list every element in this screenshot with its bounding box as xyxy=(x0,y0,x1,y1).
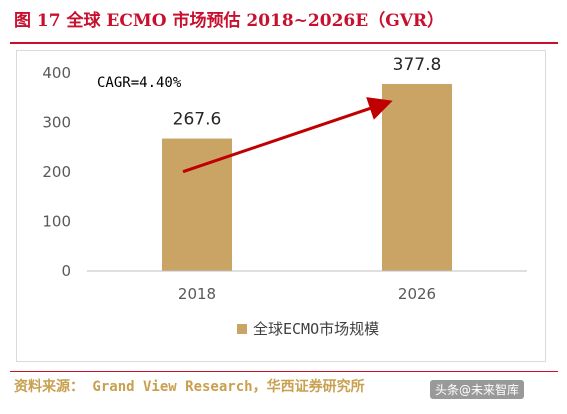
cagr-annotation: CAGR=4.40% xyxy=(97,75,182,91)
legend: 全球ECMO市场规模 xyxy=(237,320,379,338)
y-axis: 0 100 200 300 400 xyxy=(42,64,71,280)
legend-label: 全球ECMO市场规模 xyxy=(253,320,379,338)
data-label: 267.6 xyxy=(173,110,222,130)
source-divider xyxy=(10,371,558,372)
x-axis: 2018 2026 xyxy=(178,285,436,303)
source-note: 资料来源： Grand View Research，华西证券研究所 xyxy=(14,379,365,395)
bar-chart: 0 100 200 300 400 2018 2026 267.6 377.8 CAGR=4… xyxy=(42,55,527,338)
legend-swatch xyxy=(237,324,247,334)
y-tick-label: 200 xyxy=(42,163,71,181)
chart-frame: 0 100 200 300 400 2018 2026 267.6 377.8 CAGR=4… xyxy=(16,50,546,362)
y-tick-label: 100 xyxy=(42,213,71,231)
x-tick-label: 2026 xyxy=(398,285,436,303)
y-tick-label: 0 xyxy=(61,262,71,280)
data-labels: 267.6 377.8 xyxy=(173,55,442,130)
bar xyxy=(382,83,452,271)
data-label: 377.8 xyxy=(393,55,442,75)
y-tick-label: 300 xyxy=(42,114,71,132)
watermark: 头条@未来智库 xyxy=(430,380,525,399)
figure-title: 图 17 全球 ECMO 市场预估 2018~2026E（GVR） xyxy=(14,11,445,31)
y-tick-label: 400 xyxy=(42,64,71,82)
x-tick-label: 2018 xyxy=(178,285,216,303)
cagr-arrow xyxy=(182,97,393,174)
title-divider xyxy=(10,42,558,44)
